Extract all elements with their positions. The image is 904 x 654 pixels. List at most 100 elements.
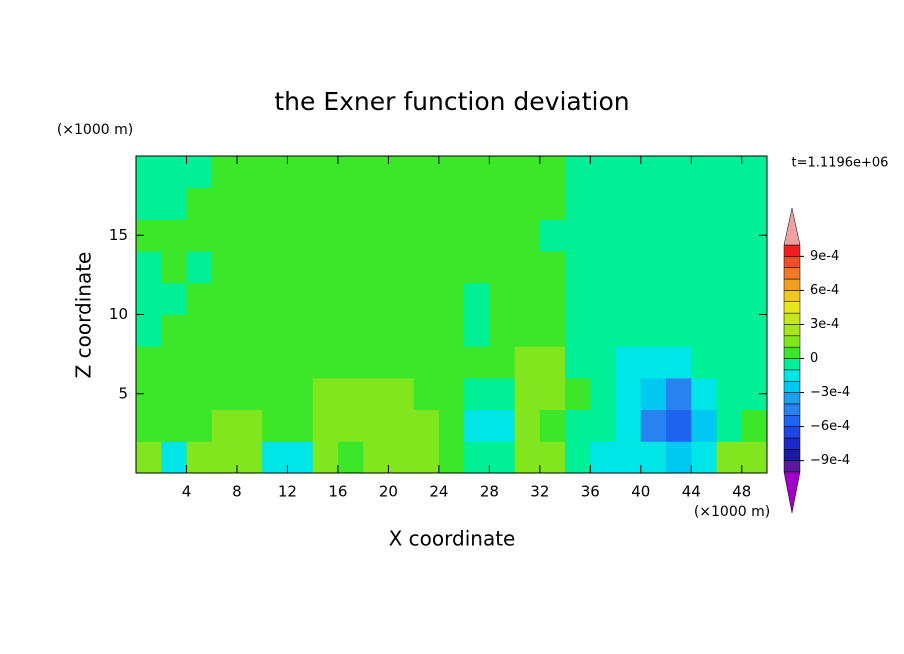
contour-cell [136, 346, 162, 379]
contour-cell [211, 409, 238, 442]
contour-cell [615, 219, 642, 252]
contour-cell [161, 346, 187, 379]
contour-cell [312, 409, 339, 442]
x-axis-label: X coordinate [389, 527, 516, 551]
contour-cell [640, 156, 667, 189]
y-axis-label: Z coordinate [72, 252, 96, 379]
contour-cell [691, 409, 718, 442]
contour-cell [565, 156, 591, 189]
contour-cell [287, 156, 314, 189]
colorbar-label: 0 [810, 351, 818, 366]
contour-cell [413, 251, 440, 284]
colorbar-label: 3e-4 [810, 317, 839, 332]
contour-cell [413, 156, 440, 189]
contour-cell [666, 409, 692, 442]
contour-cell [363, 187, 389, 220]
x-tick-label: 44 [682, 483, 701, 501]
x-tick-label: 28 [480, 483, 499, 501]
contour-cell [413, 314, 440, 347]
contour-cell [312, 346, 339, 379]
contour-cell [287, 251, 314, 284]
contour-cell [741, 187, 768, 220]
contour-cell [287, 314, 314, 347]
contour-cell [312, 156, 339, 189]
contour-cell [691, 282, 718, 315]
contour-cell [136, 282, 162, 315]
colorbar-box [783, 460, 801, 473]
contour-cell [337, 187, 364, 220]
contour-cell [716, 377, 743, 411]
contour-cell [186, 441, 213, 474]
contour-cell [666, 251, 692, 284]
contour-cell [136, 409, 162, 442]
contour-cell [489, 314, 516, 347]
contour-cell [161, 409, 187, 442]
contour-cell [337, 314, 364, 347]
contour-cell [211, 346, 238, 379]
contour-cell [363, 219, 389, 252]
contour-cell [666, 346, 692, 379]
contour-cell [312, 314, 339, 347]
colorbar-box [783, 380, 801, 393]
contour-cell [539, 187, 566, 220]
contour-cell [236, 441, 263, 474]
contour-cell [489, 409, 516, 442]
contour-cell [438, 314, 465, 347]
contour-cell [262, 156, 288, 189]
contour-cell [161, 314, 187, 347]
contour-cell [363, 377, 389, 411]
contour-cell [539, 441, 566, 474]
contour-cell [716, 314, 743, 347]
contour-cell [565, 377, 591, 411]
contour-cell [363, 409, 389, 442]
contour-cell [590, 409, 617, 442]
contour-cell [539, 219, 566, 252]
colorbar-box [783, 335, 801, 348]
colorbar-label: −6e-4 [810, 419, 850, 434]
contour-cell [363, 314, 389, 347]
contour-cell [565, 314, 591, 347]
contour-cell [337, 377, 364, 411]
contour-cell [489, 377, 516, 411]
contour-cell [464, 346, 490, 379]
contour-cell [236, 409, 263, 442]
contour-cell [615, 314, 642, 347]
colorbar-box [783, 415, 801, 427]
contour-cell [186, 346, 213, 379]
colorbar-under [783, 471, 801, 514]
contour-cell [438, 156, 465, 189]
contour-cell [514, 409, 541, 442]
colorbar-box [783, 346, 801, 359]
contour-cell [691, 156, 718, 189]
x-unit: (×1000 m) [694, 504, 770, 520]
contour-cell [565, 251, 591, 284]
contour-cell [741, 314, 768, 347]
contour-cell [161, 251, 187, 284]
contour-cell [287, 187, 314, 220]
contour-cell [161, 377, 187, 411]
contour-cell [438, 409, 465, 442]
contour-cell [413, 441, 440, 474]
contour-cell [640, 409, 667, 442]
contour-cell [666, 156, 692, 189]
contour-cell [691, 314, 718, 347]
contour-cell [438, 187, 465, 220]
contour-cell [590, 187, 617, 220]
colorbar-box [783, 449, 801, 461]
contour-cell [615, 282, 642, 315]
contour-cell [640, 441, 667, 474]
colorbar-box [783, 369, 801, 382]
contour-cell [716, 251, 743, 284]
contour-cell [312, 441, 339, 474]
contour-cell [413, 377, 440, 411]
contour-cell [211, 187, 238, 220]
contour-cell [741, 346, 768, 379]
contour-cell [489, 441, 516, 474]
colorbar-box [783, 267, 801, 280]
contour-cell [186, 156, 213, 189]
contour-cell [640, 346, 667, 379]
contour-cell [236, 282, 263, 315]
colorbar-over [783, 207, 801, 246]
y-unit: (×1000 m) [57, 122, 133, 138]
contour-cell [236, 156, 263, 189]
